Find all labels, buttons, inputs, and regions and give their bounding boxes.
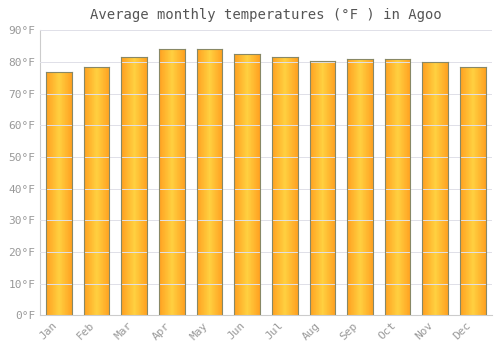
Title: Average monthly temperatures (°F ) in Agoo: Average monthly temperatures (°F ) in Ag… (90, 8, 442, 22)
